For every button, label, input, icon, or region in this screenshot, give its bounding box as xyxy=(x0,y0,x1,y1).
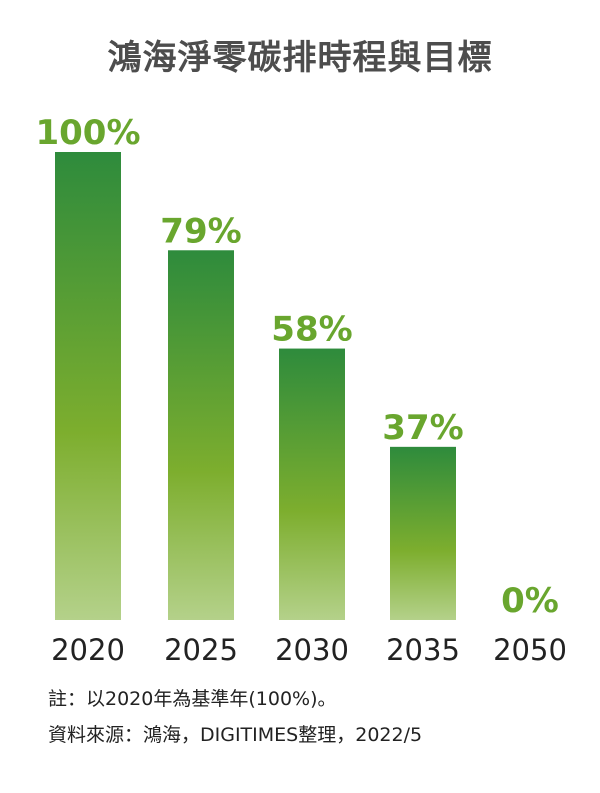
value-label-2035: 37% xyxy=(382,408,463,448)
bars-group xyxy=(55,152,456,620)
x-tick-label-2035: 2035 xyxy=(386,633,460,667)
x-tick-label-2020: 2020 xyxy=(51,633,125,667)
footnote-baseline: 註：以2020年為基準年(100%)。 xyxy=(48,688,337,710)
bar-2020 xyxy=(55,152,121,620)
value-labels-group: 100% 79% 58% 37% 0% xyxy=(35,113,558,621)
value-label-2050: 0% xyxy=(501,581,559,621)
x-tick-label-2030: 2030 xyxy=(275,633,349,667)
bar-2025 xyxy=(168,250,234,620)
value-label-2025: 79% xyxy=(160,211,241,251)
footnote-source: 資料來源：鴻海，DIGITIMES整理，2022/5 xyxy=(48,724,423,746)
chart-title: 鴻海淨零碳排時程與目標 xyxy=(107,38,493,78)
value-label-2020: 100% xyxy=(35,113,140,153)
x-tick-label-2025: 2025 xyxy=(164,633,238,667)
x-axis-labels-group: 2020 2025 2030 2035 2050 xyxy=(51,633,567,667)
x-tick-label-2050: 2050 xyxy=(493,633,567,667)
bar-2030 xyxy=(279,348,345,620)
value-label-2030: 58% xyxy=(271,310,352,350)
bar-2035 xyxy=(390,446,456,620)
bar-chart: 100% 79% 58% 37% 0% 2020 2025 2030 2035 2050 xyxy=(35,113,567,667)
